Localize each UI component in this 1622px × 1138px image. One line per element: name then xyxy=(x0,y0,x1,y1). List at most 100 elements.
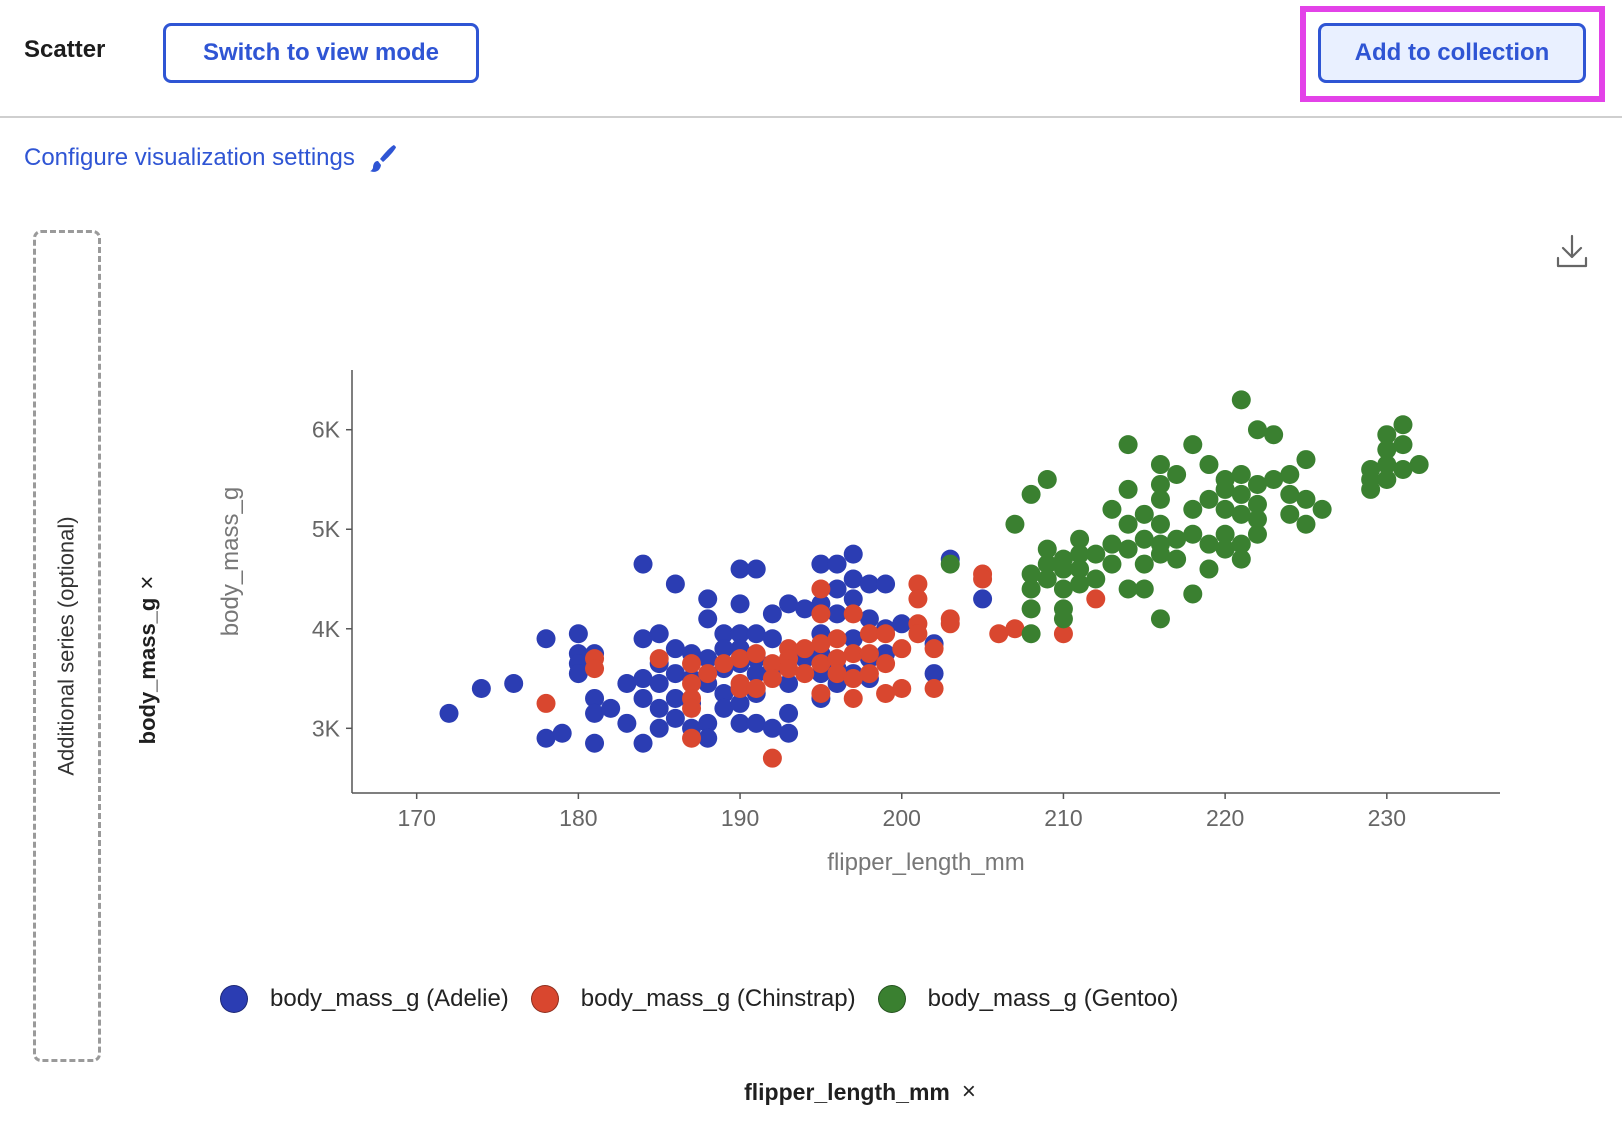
data-point[interactable] xyxy=(714,654,734,674)
data-point[interactable] xyxy=(1231,504,1251,524)
data-point[interactable] xyxy=(568,624,588,644)
data-point[interactable] xyxy=(811,654,831,674)
data-point[interactable] xyxy=(536,629,556,649)
data-point[interactable] xyxy=(827,579,847,599)
data-point[interactable] xyxy=(1150,489,1170,509)
data-point[interactable] xyxy=(1021,484,1041,504)
data-point[interactable] xyxy=(811,634,831,654)
data-point[interactable] xyxy=(1264,425,1284,445)
data-point[interactable] xyxy=(989,624,1009,644)
legend-item-chinstrap[interactable]: body_mass_g (Chinstrap) xyxy=(530,985,856,1013)
data-point[interactable] xyxy=(1037,539,1057,559)
data-point[interactable] xyxy=(1118,539,1138,559)
data-point[interactable] xyxy=(762,654,782,674)
data-point[interactable] xyxy=(698,713,718,733)
data-point[interactable] xyxy=(665,708,685,728)
data-point[interactable] xyxy=(908,624,928,644)
data-point[interactable] xyxy=(973,569,993,589)
data-point[interactable] xyxy=(924,664,944,684)
data-point[interactable] xyxy=(633,669,653,689)
data-point[interactable] xyxy=(843,669,863,689)
data-point[interactable] xyxy=(746,644,766,664)
data-point[interactable] xyxy=(649,674,669,694)
data-point[interactable] xyxy=(892,678,912,698)
data-point[interactable] xyxy=(859,624,879,644)
data-point[interactable] xyxy=(649,698,669,718)
data-point[interactable] xyxy=(1199,489,1219,509)
data-point[interactable] xyxy=(1037,569,1057,589)
data-point[interactable] xyxy=(827,649,847,669)
data-point[interactable] xyxy=(827,664,847,684)
data-point[interactable] xyxy=(1280,484,1300,504)
data-point[interactable] xyxy=(1215,499,1235,519)
data-point[interactable] xyxy=(1053,579,1073,599)
data-point[interactable] xyxy=(665,688,685,708)
data-point[interactable] xyxy=(585,703,605,723)
data-point[interactable] xyxy=(1264,469,1284,489)
data-point[interactable] xyxy=(1021,579,1041,599)
data-point[interactable] xyxy=(795,664,815,684)
data-point[interactable] xyxy=(811,683,831,703)
data-point[interactable] xyxy=(940,614,960,634)
data-point[interactable] xyxy=(1118,435,1138,455)
data-point[interactable] xyxy=(1199,534,1219,554)
legend-item-adelie[interactable]: body_mass_g (Adelie) xyxy=(220,985,509,1013)
data-point[interactable] xyxy=(1215,479,1235,499)
y-field-remove-icon[interactable]: × xyxy=(134,575,161,590)
data-point[interactable] xyxy=(843,688,863,708)
data-point[interactable] xyxy=(1312,499,1332,519)
data-point[interactable] xyxy=(698,728,718,748)
data-point[interactable] xyxy=(1280,504,1300,524)
data-point[interactable] xyxy=(779,674,799,694)
data-point[interactable] xyxy=(568,664,588,684)
data-point[interactable] xyxy=(762,629,782,649)
data-point[interactable] xyxy=(973,589,993,609)
data-point[interactable] xyxy=(1296,450,1316,470)
data-point[interactable] xyxy=(1215,539,1235,559)
data-point[interactable] xyxy=(730,624,750,644)
data-point[interactable] xyxy=(1150,609,1170,629)
data-point[interactable] xyxy=(1183,524,1203,544)
data-point[interactable] xyxy=(730,678,750,698)
data-point[interactable] xyxy=(811,604,831,624)
data-point[interactable] xyxy=(859,609,879,629)
data-point[interactable] xyxy=(730,649,750,669)
data-point[interactable] xyxy=(601,698,621,718)
data-point[interactable] xyxy=(1377,425,1397,445)
data-point[interactable] xyxy=(1150,455,1170,475)
configure-visualization-link[interactable]: Configure visualization settings xyxy=(24,143,397,173)
data-point[interactable] xyxy=(1199,455,1219,475)
data-point[interactable] xyxy=(1134,529,1154,549)
data-point[interactable] xyxy=(617,674,637,694)
data-point[interactable] xyxy=(1247,420,1267,440)
data-point[interactable] xyxy=(1247,494,1267,514)
legend-item-gentoo[interactable]: body_mass_g (Gentoo) xyxy=(877,985,1178,1013)
data-point[interactable] xyxy=(827,554,847,574)
data-point[interactable] xyxy=(1053,624,1073,644)
data-point[interactable] xyxy=(633,629,653,649)
data-point[interactable] xyxy=(1021,564,1041,584)
data-point[interactable] xyxy=(1086,589,1106,609)
data-point[interactable] xyxy=(1053,609,1073,629)
data-point[interactable] xyxy=(1070,544,1090,564)
data-point[interactable] xyxy=(536,728,556,748)
data-point[interactable] xyxy=(1296,514,1316,534)
data-point[interactable] xyxy=(698,664,718,684)
data-point[interactable] xyxy=(811,579,831,599)
data-point[interactable] xyxy=(1231,534,1251,554)
data-point[interactable] xyxy=(714,639,734,659)
data-point[interactable] xyxy=(665,574,685,594)
add-to-collection-button[interactable]: Add to collection xyxy=(1318,23,1586,83)
data-point[interactable] xyxy=(1134,504,1154,524)
download-icon[interactable] xyxy=(1555,233,1589,269)
data-point[interactable] xyxy=(892,639,912,659)
data-point[interactable] xyxy=(714,698,734,718)
data-point[interactable] xyxy=(876,624,896,644)
data-point[interactable] xyxy=(471,678,491,698)
data-point[interactable] xyxy=(1021,599,1041,619)
additional-series-dropzone[interactable]: Additional series (optional) xyxy=(33,230,101,1062)
data-point[interactable] xyxy=(633,688,653,708)
data-point[interactable] xyxy=(1183,584,1203,604)
data-point[interactable] xyxy=(698,609,718,629)
data-point[interactable] xyxy=(1393,460,1413,480)
